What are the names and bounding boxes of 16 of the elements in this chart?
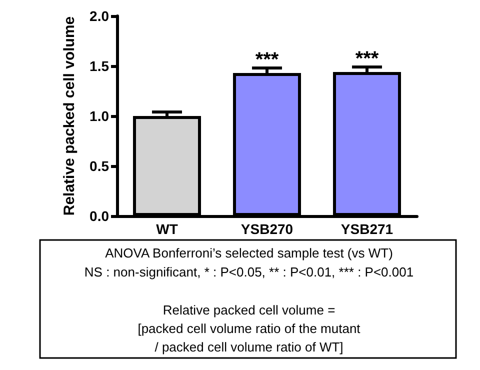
x-tick-label: YSB271 (340, 221, 394, 237)
text: Relative packed cell volume = (162, 302, 336, 318)
text: / packed cell volume ratio of WT] (154, 340, 344, 354)
text: NS : non-significant, * : P<0.05, ** : P<0.01, *** : P<0.001 (84, 264, 414, 280)
annotation: *** (255, 49, 279, 71)
y-tick-label: 0.0 (90, 208, 110, 224)
y-tick-label: 1.5 (90, 58, 110, 74)
text: ANOVA Bonferroni’s selected sample test (vs WT) (105, 246, 393, 260)
y-axis-title: Relative packed cell volume (61, 16, 78, 216)
x-tick-label: WT (156, 221, 178, 237)
y-tick-label: 0.5 (90, 158, 110, 174)
y-tick-label: 1.0 (90, 108, 110, 124)
y-tick-label: 2.0 (90, 8, 110, 24)
x-tick-label: YSB270 (240, 221, 294, 237)
annotation: *** (355, 48, 379, 70)
text: [packed cell volume ratio of the mutant (138, 321, 361, 336)
